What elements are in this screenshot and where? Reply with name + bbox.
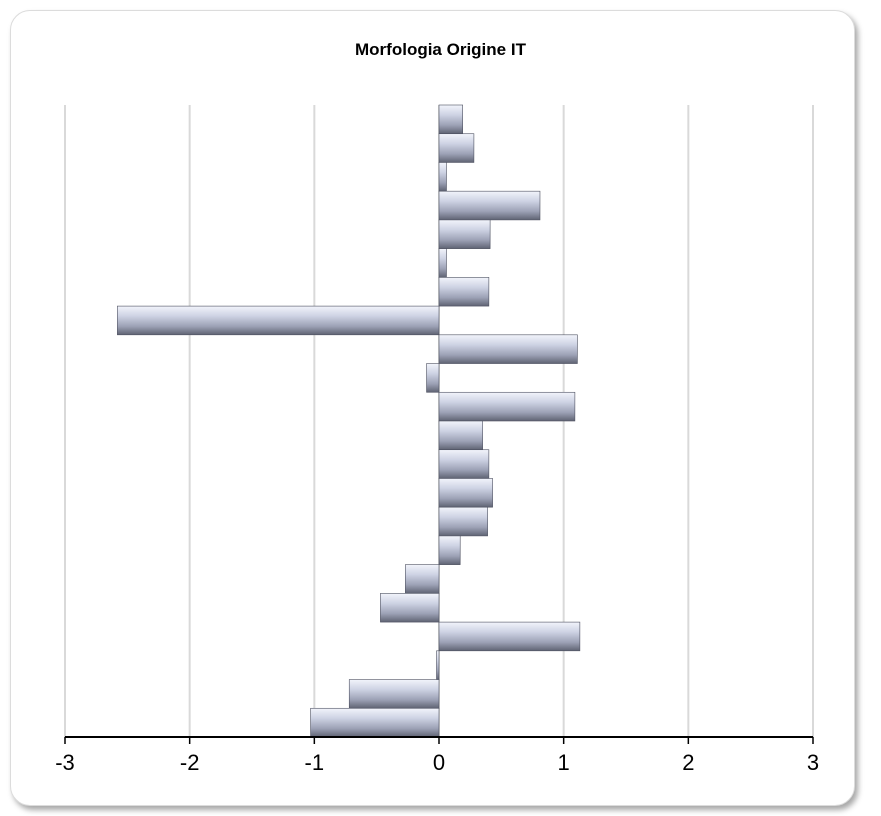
bar xyxy=(438,334,578,364)
chart-title: Morfologia Origine IT xyxy=(355,40,526,59)
x-tick-label: -2 xyxy=(180,750,200,775)
bar xyxy=(426,363,440,393)
bars xyxy=(117,104,581,738)
chart-card xyxy=(10,10,855,806)
bar xyxy=(310,707,440,738)
bar xyxy=(380,593,440,623)
bar xyxy=(117,305,440,336)
bar xyxy=(438,420,483,451)
bar xyxy=(405,564,440,594)
bar xyxy=(438,133,475,163)
bar xyxy=(438,478,493,508)
x-tick-label: -1 xyxy=(305,750,325,775)
bar xyxy=(348,679,440,709)
x-tick-label: -3 xyxy=(55,750,75,775)
bar xyxy=(438,621,581,652)
bar xyxy=(438,190,541,221)
bar xyxy=(438,104,463,135)
x-tick-label: 2 xyxy=(682,750,694,775)
bar xyxy=(438,277,490,307)
bar xyxy=(438,219,491,249)
x-tick-label: 0 xyxy=(433,750,445,775)
x-tick-label: 3 xyxy=(807,750,819,775)
bar xyxy=(438,535,461,565)
bar xyxy=(438,506,488,537)
x-axis xyxy=(64,736,814,744)
bar xyxy=(436,650,440,680)
bar xyxy=(438,248,447,278)
x-tick-labels: -3 -2 -1 0 1 2 3 xyxy=(55,750,819,775)
x-tick-label: 1 xyxy=(558,750,570,775)
bar xyxy=(438,391,576,422)
bar xyxy=(438,449,490,479)
bar xyxy=(438,162,447,192)
